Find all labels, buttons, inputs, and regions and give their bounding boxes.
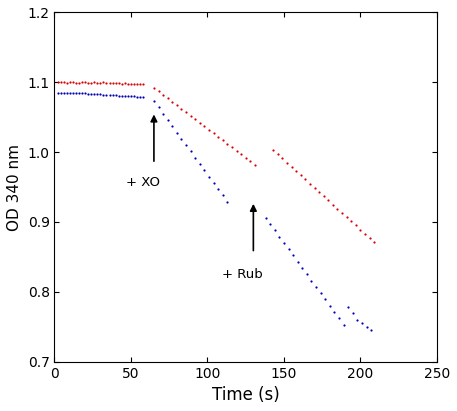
Y-axis label: OD 340 nm: OD 340 nm [7, 143, 22, 231]
X-axis label: Time (s): Time (s) [212, 386, 280, 404]
Text: + XO: + XO [126, 175, 160, 189]
Text: + Rub: + Rub [222, 268, 263, 281]
